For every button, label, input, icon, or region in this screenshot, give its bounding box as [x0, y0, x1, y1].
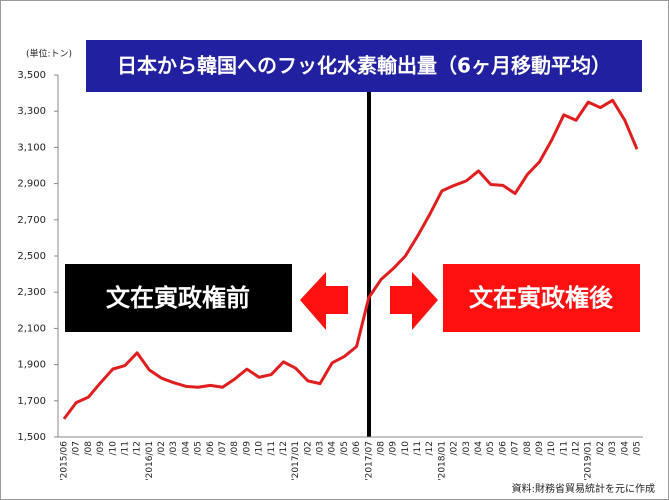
x-tick-label: '2018/01: [437, 441, 447, 481]
x-tick-label: '2017/07: [364, 441, 374, 481]
x-tick-label: /04: [181, 441, 191, 456]
before-box: [65, 264, 292, 332]
x-tick-label: /08: [376, 441, 386, 456]
x-tick-label: /04: [620, 441, 630, 456]
y-tick-label: 1,700: [17, 396, 46, 407]
y-tick-label: 3,500: [17, 70, 46, 81]
x-tick-label: /10: [401, 441, 411, 456]
x-tick-label: /04: [474, 441, 484, 456]
x-tick-label: /12: [133, 441, 143, 455]
x-tick-label: /10: [547, 441, 557, 456]
x-tick-label: /11: [559, 441, 569, 455]
source: 資料:財務省貿易統計を元に作成: [512, 482, 655, 495]
x-tick-label: /02: [303, 441, 313, 455]
x-tick-label: /06: [498, 441, 508, 456]
before-label: 文在寅政権前: [106, 284, 250, 312]
x-tick-label: '2019/01: [584, 441, 594, 481]
y-tick-label: 2,300: [17, 287, 46, 298]
x-tick-label: /03: [169, 441, 179, 455]
x-tick-label: /12: [425, 441, 435, 455]
x-tick-label: /06: [206, 441, 216, 456]
x-tick-label: /08: [84, 441, 94, 456]
x-tick-label: /09: [535, 441, 545, 456]
x-tick-label: /07: [511, 441, 521, 455]
chart-title: 日本から韓国へのフッ化水素輸出量（6ヶ月移動平均）: [117, 54, 611, 78]
x-tick-label: /04: [328, 441, 338, 456]
left-arrow: [300, 272, 348, 330]
x-tick-label: /03: [462, 441, 472, 455]
x-tick-label: /05: [633, 441, 643, 455]
right-arrow: [390, 272, 438, 330]
y-tick-label: 2,500: [17, 251, 46, 262]
x-tick-label: /07: [218, 441, 228, 455]
y-tick-label: 1,900: [17, 360, 46, 371]
x-tick-label: /02: [157, 441, 167, 455]
x-tick-label: '2015/06: [60, 441, 70, 481]
title-box: [86, 40, 642, 92]
y-tick-label: 2,900: [17, 179, 46, 190]
y-unit: (単位:トン): [26, 48, 72, 60]
x-tick-label: /05: [340, 441, 350, 455]
x-tick-label: /03: [316, 441, 326, 455]
x-tick-label: /09: [389, 441, 399, 456]
x-tick-label: /09: [242, 441, 252, 456]
y-tick-label: 2,100: [17, 323, 46, 334]
x-tick-label: /11: [120, 441, 130, 455]
after-box: [443, 264, 640, 332]
after-label: 文在寅政権後: [469, 284, 614, 312]
x-tick-label: /10: [108, 441, 118, 456]
x-tick-label: /12: [279, 441, 289, 455]
x-tick-label: /07: [72, 441, 82, 455]
x-tick-label: /08: [523, 441, 533, 456]
x-tick-label: /06: [352, 441, 362, 456]
data-line: [62, 98, 639, 420]
y-tick-label: 3,100: [17, 142, 46, 153]
x-tick-label: /09: [96, 441, 106, 456]
x-tick-label: /10: [255, 441, 265, 456]
x-tick-label: '2016/01: [145, 441, 155, 481]
x-tick-label: /02: [450, 441, 460, 455]
x-tick-label: /03: [608, 441, 618, 455]
y-tick-label: 3,300: [17, 106, 46, 117]
x-tick-label: /11: [267, 441, 277, 455]
x-tick-label: /05: [194, 441, 204, 455]
x-tick-label: /12: [572, 441, 582, 455]
y-tick-label: 2,700: [17, 215, 46, 226]
x-tick-label: /11: [413, 441, 423, 455]
x-tick-label: /02: [596, 441, 606, 455]
x-tick-label: /08: [230, 441, 240, 456]
x-tick-label: '2017/01: [291, 441, 301, 481]
x-tick-label: /05: [486, 441, 496, 455]
y-tick-label: 1,500: [17, 432, 46, 443]
